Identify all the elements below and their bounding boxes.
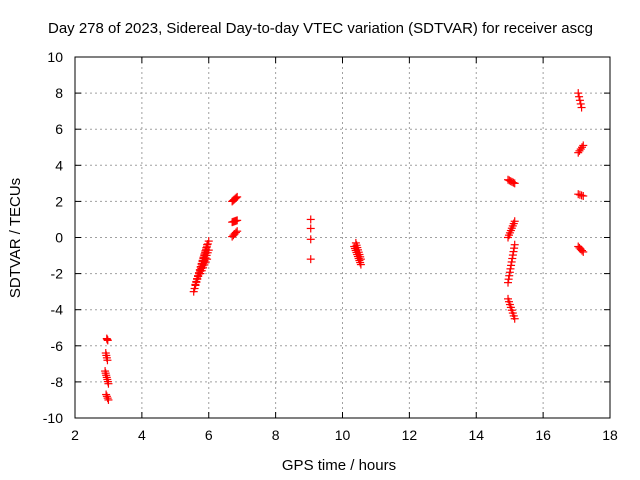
data-point-marker [504, 275, 513, 284]
x-tick-label: 4 [138, 427, 146, 443]
axis-ticks [74, 56, 611, 419]
y-tick-label: 2 [55, 193, 63, 209]
data-point-marker [574, 89, 583, 98]
data-points [101, 89, 588, 404]
data-point-marker [505, 271, 514, 280]
data-point-marker [510, 314, 519, 323]
data-point-marker [577, 191, 586, 200]
data-point-marker [306, 255, 315, 264]
data-point-marker [576, 99, 585, 108]
x-tick-labels: 2 4 6 8 10 12 14 16 18 [71, 427, 618, 443]
y-tick-labels: -10 -8 -6 -4 -2 0 2 4 6 8 10 [43, 49, 63, 426]
x-tick-label: 12 [402, 427, 418, 443]
data-point-marker [506, 264, 515, 273]
data-point-marker [306, 235, 315, 244]
data-point-marker [306, 224, 315, 233]
data-point-marker [575, 92, 584, 101]
data-point-marker [104, 379, 113, 388]
y-tick-label: -2 [51, 266, 64, 282]
x-tick-label: 8 [272, 427, 280, 443]
x-tick-label: 10 [335, 427, 351, 443]
x-tick-label: 16 [535, 427, 551, 443]
data-point-marker [577, 103, 586, 112]
data-point-marker [507, 261, 516, 270]
data-point-marker [232, 193, 241, 202]
data-point-marker [510, 179, 519, 188]
data-point-marker [231, 194, 240, 203]
chart-title: Day 278 of 2023, Sidereal Day-to-day VTE… [48, 20, 593, 37]
data-point-marker [579, 191, 588, 200]
data-point-marker [356, 255, 365, 264]
data-point-marker [579, 141, 588, 150]
data-point-marker [103, 394, 112, 403]
data-point-marker [102, 392, 111, 401]
data-point-marker [231, 228, 240, 237]
data-point-marker [510, 240, 519, 249]
x-tick-label: 2 [71, 427, 79, 443]
data-point-marker [233, 216, 242, 225]
data-point-marker [233, 192, 242, 201]
data-point-marker [505, 268, 514, 277]
data-point-marker [577, 143, 586, 152]
data-point-marker [508, 254, 517, 263]
y-tick-label: 10 [47, 49, 63, 65]
y-tick-label: 0 [55, 230, 63, 246]
data-point-marker [233, 227, 242, 236]
data-point-marker [103, 356, 112, 365]
data-point-marker [203, 255, 212, 264]
data-point-marker [204, 237, 213, 246]
y-tick-label: 6 [55, 121, 63, 137]
x-tick-label: 14 [468, 427, 484, 443]
x-tick-label: 6 [205, 427, 213, 443]
data-point-marker [509, 247, 518, 256]
y-tick-label: 4 [55, 157, 63, 173]
y-tick-label: 8 [55, 85, 63, 101]
data-point-marker [204, 246, 213, 255]
data-point-marker [574, 190, 583, 199]
y-tick-label: -4 [51, 302, 64, 318]
data-point-marker [306, 215, 315, 224]
y-tick-label: -6 [51, 338, 64, 354]
data-point-marker [575, 190, 584, 199]
data-point-marker [575, 96, 584, 105]
data-point-marker [577, 246, 586, 255]
y-tick-label: -8 [51, 374, 64, 390]
x-axis-label: GPS time / hours [282, 457, 396, 474]
x-tick-label: 18 [602, 427, 618, 443]
data-point-marker [510, 244, 519, 253]
data-point-marker [579, 247, 588, 256]
data-point-marker [104, 395, 113, 404]
y-tick-label: -10 [43, 410, 63, 426]
data-point-marker [507, 257, 516, 266]
y-axis-label: SDTVAR / TECUs [7, 178, 24, 298]
data-point-marker [510, 217, 519, 226]
data-point-marker [102, 390, 111, 399]
data-point-marker [103, 336, 112, 345]
grid-lines [75, 57, 610, 418]
data-point-marker [504, 278, 513, 287]
data-point-marker [509, 178, 518, 187]
data-point-marker [508, 251, 517, 260]
